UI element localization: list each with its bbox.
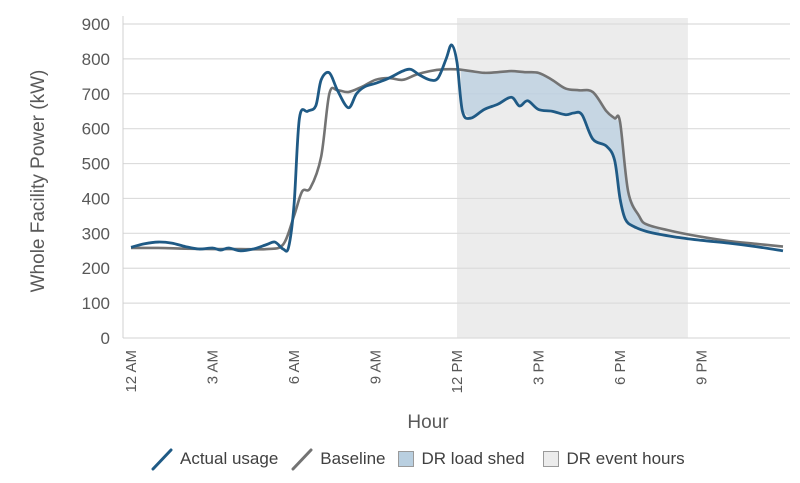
dr-event-hours-swatch-icon xyxy=(542,451,559,467)
x-tick-label: 3 AM xyxy=(205,350,222,384)
x-tick-label: 12 AM xyxy=(123,350,140,393)
y-tick-label: 500 xyxy=(82,155,110,174)
y-axis-ticks: 0 100 200 300 400 500 600 700 800 900 xyxy=(82,15,110,348)
baseline-line-icon xyxy=(291,448,313,471)
x-tick-label: 12 PM xyxy=(449,350,466,393)
dr-event-hours-region xyxy=(457,18,688,338)
x-tick-label: 6 AM xyxy=(286,350,303,384)
x-tick-label: 3 PM xyxy=(531,350,548,385)
chart-legend: Actual usage Baseline DR load shed DR ev… xyxy=(150,447,697,471)
y-tick-label: 400 xyxy=(82,189,110,208)
legend-item-dr-event-hours: DR event hours xyxy=(537,449,685,469)
y-tick-label: 0 xyxy=(101,329,110,348)
x-axis-title: Hour xyxy=(407,412,449,433)
gridlines xyxy=(123,23,790,339)
legend-label: DR event hours xyxy=(566,449,685,468)
actual-usage-series-line xyxy=(130,43,784,253)
x-tick-label: 6 PM xyxy=(612,350,629,385)
dr-load-shed-swatch-icon xyxy=(397,451,414,467)
y-tick-label: 600 xyxy=(82,120,110,139)
x-tick-label: 9 PM xyxy=(694,350,711,385)
y-tick-label: 100 xyxy=(82,294,110,313)
y-tick-label: 700 xyxy=(82,85,110,104)
x-axis-ticks: 12 AM 3 AM 6 AM 9 AM 12 PM 3 PM 6 PM 9 PM xyxy=(123,350,711,393)
y-tick-label: 900 xyxy=(82,15,110,34)
actual-usage-line-icon xyxy=(151,448,173,471)
x-tick-label: 9 AM xyxy=(368,350,385,384)
legend-item-actual-usage: Actual usage xyxy=(150,447,278,471)
y-axis-title: Whole Facility Power (kW) xyxy=(28,70,49,293)
legend-label: DR load shed xyxy=(421,449,525,468)
y-tick-label: 800 xyxy=(82,50,110,69)
y-tick-label: 200 xyxy=(82,259,110,278)
legend-label: Actual usage xyxy=(180,449,279,468)
legend-item-dr-load-shed: DR load shed xyxy=(397,449,525,469)
legend-item-baseline: Baseline xyxy=(290,447,386,471)
legend-label: Baseline xyxy=(320,449,386,468)
y-tick-label: 300 xyxy=(82,224,110,243)
